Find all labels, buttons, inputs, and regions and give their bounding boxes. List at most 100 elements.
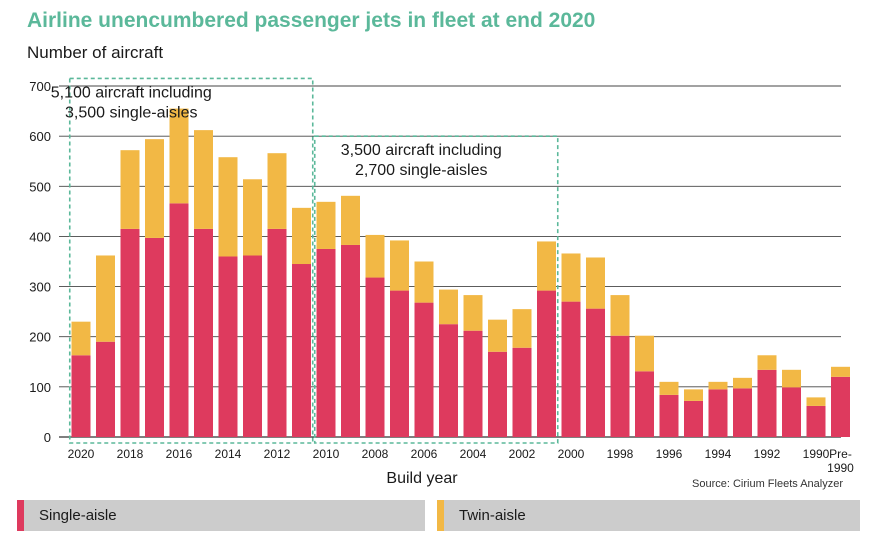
bar-single-aisle-1993 <box>733 388 752 437</box>
x-tick-2012: 2012 <box>264 447 291 461</box>
bar-single-aisle-2009 <box>341 244 360 437</box>
bar-single-aisle-1997 <box>635 371 654 437</box>
y-tick-labels: 0 100 200 300 400 500 600 700 <box>29 79 51 445</box>
annotation-text-2: 3,500 aircraft including 2,700 single-ais… <box>341 142 502 179</box>
y-tick-600: 600 <box>29 129 51 144</box>
y-tick-700: 700 <box>29 79 51 94</box>
bar-twin-aisle-2012 <box>267 153 287 229</box>
bar-twin-aisle-2013 <box>243 179 262 256</box>
bar-twin-aisle-2005 <box>439 289 458 325</box>
x-tick-2014: 2014 <box>215 447 242 461</box>
bar-single-aisle-1994 <box>708 389 728 437</box>
bar-twin-aisle-2017 <box>145 139 164 238</box>
x-axis-label: Build year <box>386 470 458 487</box>
bar-twin-aisle-Pre-1990 <box>831 366 850 377</box>
legend-twin-aisle: Twin-aisle <box>437 500 860 531</box>
annotation-box-2 <box>313 135 559 444</box>
x-tick-Pre-1990: Pre-1990 <box>827 447 854 475</box>
annotations: 5,100 aircraft including 3,500 single-ais… <box>51 77 559 444</box>
x-tick-labels: 2020 2018 2016 2014 2012 2010 2008 2006 2004 2002… <box>68 447 855 475</box>
y-axis-label: Number of aircraft <box>27 43 164 62</box>
bar-twin-aisle-2002 <box>512 309 532 348</box>
x-tick-2006: 2006 <box>411 447 438 461</box>
bar-twin-aisle-1995 <box>684 389 703 401</box>
legend-swatch-twin-aisle <box>437 500 444 531</box>
y-tick-0: 0 <box>44 430 51 445</box>
bar-single-aisle-2002 <box>512 347 532 437</box>
bar-single-aisle-1996 <box>659 394 679 437</box>
bar-single-aisle-2001 <box>537 290 556 437</box>
bar-single-aisle-2004 <box>463 330 483 437</box>
bar-twin-aisle-2014 <box>218 157 238 257</box>
y-tick-100: 100 <box>29 380 51 395</box>
x-tick-2002: 2002 <box>509 447 536 461</box>
bar-twin-aisle-1996 <box>659 381 679 395</box>
bar-twin-aisle-2003 <box>488 319 507 352</box>
bar-twin-aisle-2020 <box>71 321 91 356</box>
bar-twin-aisle-2016 <box>169 108 189 204</box>
x-tick-1998: 1998 <box>607 447 634 461</box>
bar-twin-aisle-1999 <box>586 257 605 309</box>
bar-twin-aisle-2010 <box>316 201 336 249</box>
y-tick-300: 300 <box>29 280 51 295</box>
legend-label-single-aisle: Single-aisle <box>39 507 117 524</box>
bar-single-aisle-2019 <box>96 341 115 437</box>
bar-single-aisle-1998 <box>610 335 630 437</box>
bar-single-aisle-1990 <box>806 405 826 437</box>
source-note: Source: Cirium Fleets Analyzer <box>692 478 843 490</box>
bar-twin-aisle-2019 <box>96 255 115 342</box>
bar-twin-aisle-2008 <box>365 234 385 278</box>
bar-twin-aisle-2006 <box>414 261 434 303</box>
bar-twin-aisle-2004 <box>463 295 483 331</box>
bar-single-aisle-2007 <box>390 290 409 437</box>
bar-twin-aisle-2015 <box>194 130 213 229</box>
y-tick-200: 200 <box>29 330 51 345</box>
bar-single-aisle-1991 <box>782 387 801 437</box>
bar-twin-aisle-2011 <box>292 207 311 265</box>
bar-single-aisle-2006 <box>414 302 434 437</box>
bar-single-aisle-2005 <box>439 324 458 437</box>
bar-twin-aisle-2007 <box>390 240 409 291</box>
bar-twin-aisle-1998 <box>610 295 630 336</box>
bar-single-aisle-1999 <box>586 308 605 437</box>
bar-single-aisle-2018 <box>120 228 140 437</box>
chart-title: Airline unencumbered passenger jets in f… <box>27 9 596 32</box>
x-tick-2020: 2020 <box>68 447 95 461</box>
bar-twin-aisle-1990 <box>806 397 826 406</box>
annotation-box-1 <box>68 77 314 444</box>
bar-single-aisle-Pre-1990 <box>831 376 850 437</box>
legend-swatch-single-aisle <box>17 500 24 531</box>
bar-twin-aisle-1994 <box>708 381 728 390</box>
bar-single-aisle-2015 <box>194 228 213 437</box>
bar-single-aisle-1995 <box>684 400 703 437</box>
bar-twin-aisle-2018 <box>120 150 140 229</box>
x-tick-1992: 1992 <box>754 447 781 461</box>
bar-single-aisle-2020 <box>71 355 91 437</box>
y-tick-500: 500 <box>29 179 51 194</box>
bar-single-aisle-2003 <box>488 351 507 437</box>
bar-single-aisle-2000 <box>561 301 581 437</box>
bar-twin-aisle-1997 <box>635 335 654 372</box>
y-tick-400: 400 <box>29 229 51 244</box>
bar-twin-aisle-2000 <box>561 253 581 302</box>
bar-single-aisle-2014 <box>218 256 238 437</box>
x-tick-2016: 2016 <box>166 447 193 461</box>
x-tick-2004: 2004 <box>460 447 487 461</box>
bar-twin-aisle-2001 <box>537 241 556 291</box>
bars <box>71 108 850 437</box>
bar-single-aisle-2010 <box>316 248 336 437</box>
bar-twin-aisle-1993 <box>733 377 752 389</box>
bar-single-aisle-1992 <box>757 369 777 437</box>
legend-label-twin-aisle: Twin-aisle <box>459 507 526 524</box>
x-tick-1990: 1990 <box>803 447 830 461</box>
x-tick-1994: 1994 <box>705 447 732 461</box>
bar-single-aisle-2008 <box>365 277 385 437</box>
bar-twin-aisle-1992 <box>757 355 777 370</box>
x-tick-1996: 1996 <box>656 447 683 461</box>
x-tick-2000: 2000 <box>558 447 585 461</box>
x-tick-2010: 2010 <box>313 447 340 461</box>
x-tick-2008: 2008 <box>362 447 389 461</box>
annotation-text-1: 5,100 aircraft including 3,500 single-ais… <box>51 84 212 121</box>
bar-single-aisle-2017 <box>145 237 164 437</box>
